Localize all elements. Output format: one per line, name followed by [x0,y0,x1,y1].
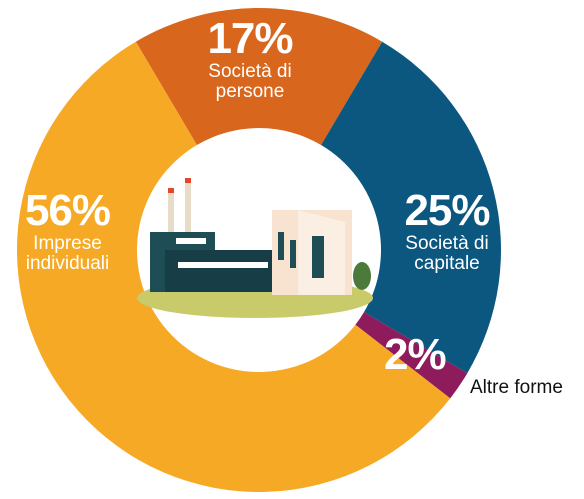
window [290,240,296,268]
category-label: Società di persone [195,62,305,102]
slice-label: 17%Società di persone [195,16,305,102]
factory-illustration [137,178,373,318]
slice-label: 25%Società di capitale [392,188,502,274]
chimney-top [185,178,191,183]
bush [353,262,371,290]
category-label: Società di capitale [392,234,502,274]
windows [176,238,206,244]
percent-label: 2% [384,332,444,378]
category-label: Imprese individuali [10,234,125,274]
category-label: Altre forme [470,378,563,398]
window [278,232,284,260]
percent-label: 56% [10,188,125,234]
building [165,250,275,292]
window [312,236,324,278]
chimney [168,192,174,237]
percent-label: 25% [392,188,502,234]
page: 17%Società di persone 25%Società di capit… [0,0,584,499]
chimney [185,182,191,237]
chimney-top [168,188,174,193]
slice-label: 56%Imprese individuali [10,188,125,274]
percent-label: 17% [195,16,305,62]
slice-label: 2%Altre forme [384,332,444,378]
windows [178,262,268,268]
